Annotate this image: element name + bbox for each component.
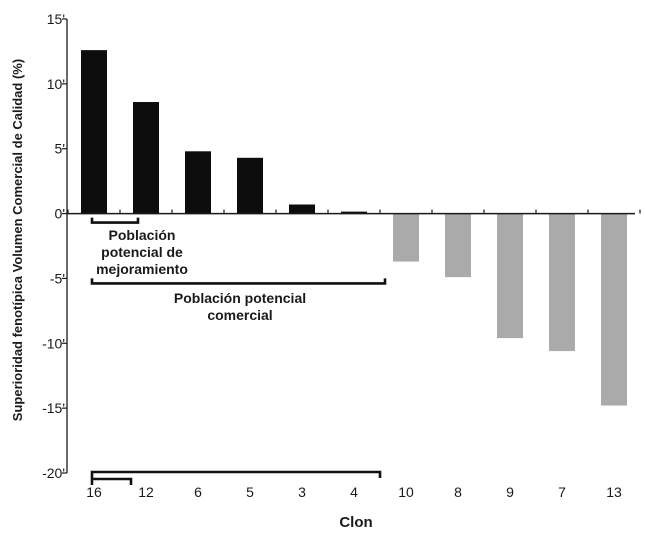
- axes-group: [62, 18, 641, 474]
- y-tick-label: -15': [42, 400, 65, 416]
- bar-13: [601, 213, 627, 406]
- annotation-text: potencial de: [101, 244, 183, 260]
- x-tick-label-10: 10: [398, 484, 414, 500]
- y-axis-title: Superioridad fenotípica Volumen Comercia…: [10, 59, 25, 421]
- x-tick-label-13: 13: [606, 484, 622, 500]
- bar-7: [549, 213, 575, 352]
- y-tick-label: 10': [47, 76, 65, 92]
- x-tick-label-12: 12: [138, 484, 154, 500]
- x-tick-label-8: 8: [454, 484, 462, 500]
- y-tick-label: 0': [55, 206, 65, 222]
- y-tick-label: -10': [42, 335, 65, 351]
- y-tick-label: -5': [50, 270, 65, 286]
- x-axis-title: Clon: [339, 514, 372, 531]
- annotation-text: mejoramiento: [96, 261, 188, 277]
- bar-9: [497, 213, 523, 339]
- bar-5: [237, 157, 263, 214]
- bar-3: [289, 204, 315, 214]
- annotation-text: Población: [109, 227, 176, 243]
- bar-6: [185, 151, 211, 214]
- x-tick-label-16: 16: [86, 484, 102, 500]
- bar-16: [81, 50, 107, 214]
- annotation-bracket-1: [90, 217, 140, 224]
- bars-group: [81, 50, 627, 406]
- bar-10: [393, 213, 419, 262]
- y-tick-labels: 15' 10' 5' 0' -5' -10' -15' -20': [42, 11, 65, 481]
- x-tick-label-7: 7: [558, 484, 566, 500]
- x-tick-label-9: 9: [506, 484, 514, 500]
- bottom-bracket-2: [90, 470, 382, 478]
- annotation-text: Población potencial: [174, 290, 306, 306]
- x-tick-label-6: 6: [194, 484, 202, 500]
- annotation-text: comercial: [207, 307, 272, 323]
- bar-8: [445, 213, 471, 278]
- bar-12: [133, 102, 159, 214]
- y-tick-label: -20': [42, 465, 65, 481]
- x-tick-label-4: 4: [350, 484, 358, 500]
- y-tick-label: 5': [55, 141, 65, 157]
- x-tick-label-3: 3: [298, 484, 306, 500]
- bottom-bracket-1: [90, 477, 133, 485]
- x-tick-label-5: 5: [246, 484, 254, 500]
- x-tick-labels: 16 12 6 5 3 4 10 8 9 7 13: [86, 484, 622, 500]
- annotation-bracket-2: [90, 278, 387, 285]
- y-tick-label: 15': [47, 11, 65, 27]
- bar-4: [341, 211, 367, 214]
